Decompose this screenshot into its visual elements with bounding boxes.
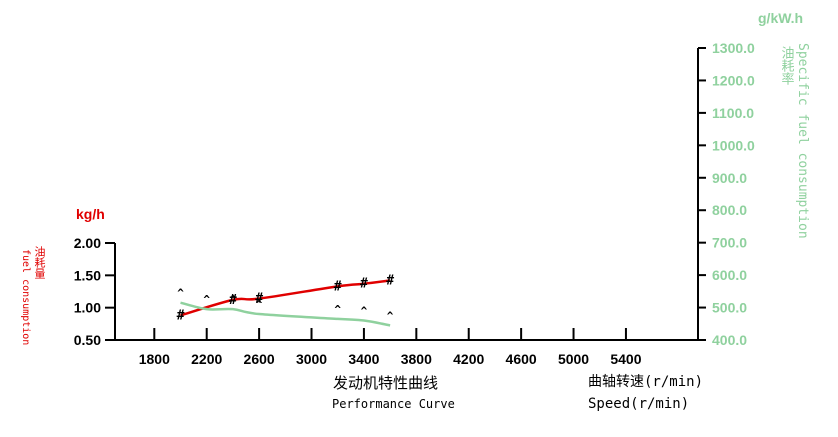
chart-title: 发动机特性曲线 [333, 375, 438, 392]
x-tick-label: 5000 [558, 351, 589, 367]
x-tick-label: 5400 [610, 351, 641, 367]
x-axis-label-en: Speed(r/min) [588, 396, 689, 412]
y-right-tick-label: 800.0 [712, 202, 747, 218]
y-right-tick-label: 1000.0 [712, 137, 755, 153]
x-tick-label: 2200 [191, 351, 222, 367]
series-line-fuel-consumption [180, 279, 391, 317]
y-right-unit: g/kW.h [758, 10, 803, 26]
y-left-unit: kg/h [76, 206, 105, 222]
y-right-tick-label: 1100.0 [712, 105, 754, 121]
y-right-tick-label: 1200.0 [712, 72, 755, 88]
data-point-marker: ^ [361, 305, 368, 318]
series-group: ## ## # #^ ^ ^ ^ ^ ^ ^ [177, 274, 394, 327]
data-point-marker: ^ [203, 293, 210, 306]
data-point-marker: # [386, 274, 394, 289]
y-right-tick-label: 700.0 [712, 235, 747, 251]
chart-subtitle: Performance Curve [332, 397, 455, 411]
data-point-marker: # [229, 293, 237, 308]
y-right-tick-label: 400.0 [712, 332, 747, 348]
x-tick-label: 3000 [296, 351, 327, 367]
y-left-label-cn: 油耗量 [33, 245, 46, 279]
data-point-marker: # [255, 292, 263, 307]
y-left-tick-label: 0.50 [74, 332, 101, 348]
data-point-marker: # [334, 279, 342, 294]
y-left-tick-label: 1.00 [74, 300, 101, 316]
data-point-marker: ^ [256, 298, 263, 311]
x-tick-label: 4200 [453, 351, 484, 367]
x-tick-label: 1800 [139, 351, 170, 367]
y-right-tick-label: 600.0 [712, 267, 747, 283]
y-right-label-cn: 油耗率 [780, 46, 795, 85]
axes-group: 1800 2200 2600 3000 3400 3800 4200 4600 5000 5400… [74, 40, 755, 367]
y-right-tick-label: 500.0 [712, 300, 747, 316]
data-point-marker: # [177, 308, 185, 323]
data-point-marker: ^ [334, 303, 341, 316]
y-right-tick-label: 900.0 [712, 170, 747, 186]
y-left-tick-label: 1.50 [74, 267, 101, 283]
y-left-label-en: fuel consumption [20, 249, 31, 345]
y-left-tick-label: 2.00 [74, 235, 101, 251]
data-point-marker: # [360, 277, 368, 292]
x-tick-label: 4600 [506, 351, 537, 367]
y-right-tick-label: 1300.0 [712, 40, 755, 56]
x-axis-label-cn: 曲轴转速(r/min) [588, 374, 703, 390]
x-tick-label: 3400 [348, 351, 379, 367]
data-point-marker: ^ [230, 293, 237, 306]
y-right-label-en: Specific fuel consumption [795, 43, 810, 239]
series-line-specific-fuel-consumption [180, 301, 391, 327]
data-point-marker: ^ [177, 287, 184, 300]
x-tick-label: 3800 [401, 351, 432, 367]
data-point-marker: ^ [387, 309, 394, 322]
x-tick-label: 2600 [244, 351, 275, 367]
